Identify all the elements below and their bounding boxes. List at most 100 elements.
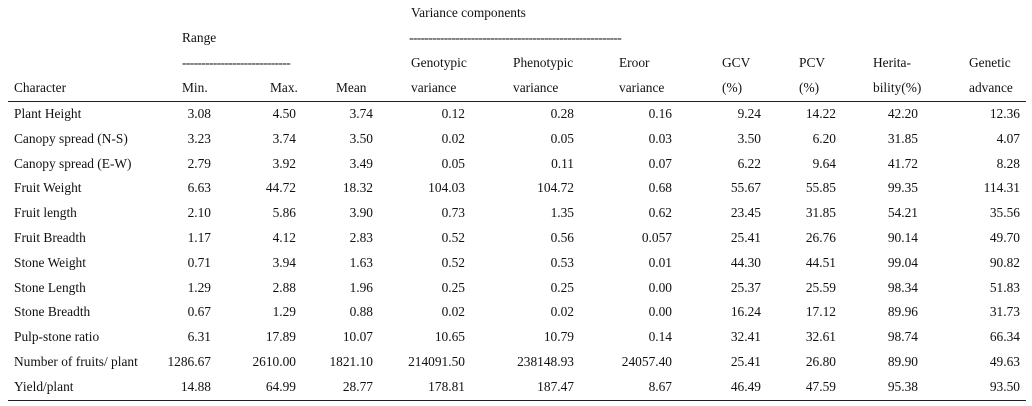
table-cell: 2.79 [187, 155, 211, 171]
table-cell: 6.20 [812, 130, 836, 146]
table-cell: 16.24 [730, 304, 761, 320]
header-rule [8, 101, 1026, 102]
table-cell: 55.85 [805, 180, 836, 196]
table-cell: 6.22 [737, 155, 761, 171]
table-cell: 54.21 [887, 205, 918, 221]
table-cell: 0.12 [441, 106, 465, 121]
table-cell: 2610.00 [252, 354, 296, 369]
table-cell: 44.51 [805, 254, 836, 270]
table-cell: 3.49 [349, 155, 373, 171]
table-cell: 0.03 [648, 130, 672, 146]
header-eroor-line-1: Eroor [619, 55, 650, 70]
table-cell: 49.70 [989, 230, 1020, 245]
table-cell: 3.94 [272, 254, 296, 270]
table-cell: 114.31 [983, 180, 1020, 196]
table-cell: 1821.10 [329, 354, 373, 369]
table-cell: 8.67 [648, 378, 672, 394]
table-cell: 0.14 [648, 329, 672, 345]
table-cell: 89.90 [887, 354, 918, 369]
variance-components-dashes: ----------------------------------------… [409, 30, 622, 45]
header-max-line-1: Max. [270, 80, 298, 95]
table-cell: 23.45 [730, 205, 761, 221]
header-pcv-line-1: PCV [799, 55, 826, 70]
table-cell: 0.01 [648, 254, 672, 270]
row-label: Stone Breadth [14, 304, 91, 320]
table-cell: 32.61 [805, 329, 836, 345]
header-eroor-line-2: variance [619, 80, 665, 95]
table-cell: 3.50 [349, 130, 373, 146]
header-genetic-advance-line-1: Genetic [969, 55, 1011, 70]
table-cell: 0.11 [551, 155, 574, 171]
table-cell: 0.28 [550, 106, 574, 121]
table-cell: 49.63 [989, 354, 1020, 369]
table-cell: 0.02 [441, 304, 465, 320]
table-cell: 1.29 [187, 279, 211, 295]
table-cell: 99.35 [887, 180, 918, 196]
table-cell: 0.07 [648, 155, 672, 171]
table-cell: 93.50 [989, 378, 1020, 394]
table-cell: 25.37 [730, 279, 761, 295]
table-cell: 0.56 [550, 230, 574, 245]
table-cell: 89.96 [887, 304, 918, 320]
table-cell: 31.85 [805, 205, 836, 221]
table-cell: 95.38 [887, 378, 918, 394]
table-cell: 6.63 [187, 180, 211, 196]
table-cell: 0.53 [550, 254, 574, 270]
table-cell: 238148.93 [517, 354, 574, 369]
table-cell: 46.49 [730, 378, 761, 394]
table-cell: 25.41 [730, 354, 761, 369]
table-cell: 0.05 [441, 155, 465, 171]
table-cell: 0.25 [550, 279, 574, 295]
row-label: Stone Length [14, 279, 86, 295]
table-cell: 0.00 [648, 304, 672, 320]
header-genotypic-line-2: variance [411, 80, 457, 95]
table-cell: 1286.67 [167, 354, 211, 369]
table-cell: 104.03 [428, 180, 465, 196]
table-cell: 0.67 [187, 304, 211, 320]
table-cell: 12.36 [989, 106, 1020, 121]
bottom-rule [8, 400, 1026, 401]
table-cell: 42.20 [887, 106, 918, 121]
table-cell: 14.22 [805, 106, 836, 121]
table-cell: 90.14 [887, 230, 918, 245]
table-cell: 25.59 [805, 279, 836, 295]
table-cell: 90.82 [989, 254, 1020, 270]
row-label: Fruit Weight [14, 180, 82, 196]
variance-components-header: Variance components [411, 5, 526, 20]
row-label: Canopy spread (N-S) [14, 130, 128, 146]
header-min-line-1: Min. [182, 80, 208, 95]
table-cell: 1.63 [349, 254, 373, 270]
table-cell: 10.07 [342, 329, 373, 345]
header-gcv-line-1: GCV [722, 55, 751, 70]
table-cell: 3.90 [349, 205, 373, 221]
table-cell: 2.83 [349, 230, 373, 245]
table-cell: 0.02 [441, 130, 465, 146]
table-cell: 187.47 [537, 378, 574, 394]
table-cell: 25.41 [730, 230, 761, 245]
table-cell: 55.67 [730, 180, 761, 196]
table-cell: 10.79 [543, 329, 574, 345]
row-label: Plant Height [14, 106, 82, 121]
header-heritability-line-2: bility(%) [873, 80, 922, 95]
table-cell: 1.29 [272, 304, 296, 320]
range-dashes: ---------------------------- [182, 55, 291, 70]
table-cell: 0.16 [648, 106, 672, 121]
table-cell: 26.76 [805, 230, 836, 245]
table-cell: 17.12 [805, 304, 836, 320]
table-cell: 4.12 [272, 230, 296, 245]
table-cell: 6.31 [187, 329, 211, 345]
table-cell: 8.28 [996, 155, 1020, 171]
row-label: Canopy spread (E-W) [14, 155, 132, 171]
table-cell: 1.17 [187, 230, 211, 245]
table-cell: 0.52 [441, 230, 465, 245]
header-gcv-line-2: (%) [722, 80, 743, 95]
table-cell: 51.83 [989, 279, 1020, 295]
table-cell: 178.81 [428, 378, 465, 394]
table-cell: 0.05 [550, 130, 574, 146]
header-heritability-line-1: Herita- [873, 55, 911, 70]
table-cell: 66.34 [989, 329, 1020, 345]
table-cell: 0.88 [349, 304, 373, 320]
header-genotypic-line-1: Genotypic [411, 55, 467, 70]
table-cell: 3.23 [187, 130, 211, 146]
header-character-line-1: Character [14, 80, 67, 95]
